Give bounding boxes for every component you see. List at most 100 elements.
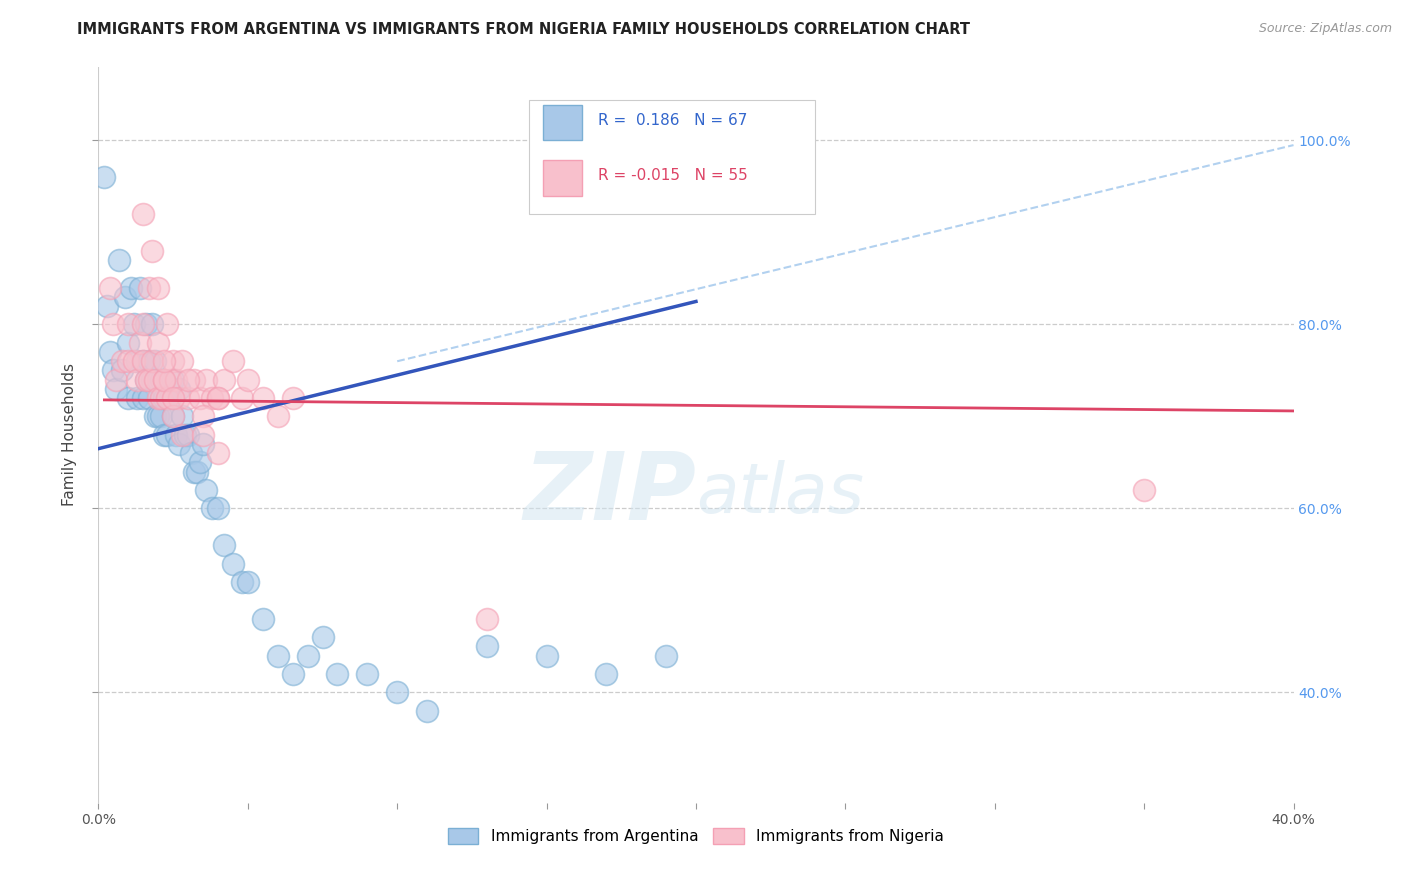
Point — [153, 427, 176, 442]
Point — [231, 574, 253, 589]
Point — [132, 318, 155, 332]
Point — [141, 318, 163, 332]
Point — [252, 612, 274, 626]
Y-axis label: Family Households: Family Households — [62, 363, 77, 507]
Point — [212, 373, 235, 387]
Point — [127, 354, 149, 368]
Point — [156, 427, 179, 442]
Point — [135, 373, 157, 387]
Point — [124, 354, 146, 368]
Point — [475, 640, 498, 654]
Text: ZIP: ZIP — [523, 448, 696, 540]
Point — [536, 648, 558, 663]
FancyBboxPatch shape — [529, 100, 815, 214]
Point — [117, 318, 139, 332]
Point — [108, 253, 131, 268]
Point — [326, 667, 349, 681]
Point — [117, 354, 139, 368]
Point — [117, 391, 139, 405]
Point — [162, 409, 184, 424]
Point — [117, 335, 139, 350]
Point — [150, 409, 173, 424]
Point — [132, 354, 155, 368]
Point — [103, 363, 125, 377]
Bar — [543, 105, 582, 140]
Point — [172, 409, 194, 424]
Point — [655, 648, 678, 663]
Point — [114, 290, 136, 304]
Point — [356, 667, 378, 681]
Point — [311, 630, 333, 644]
Point — [111, 363, 134, 377]
Point — [103, 318, 125, 332]
Bar — [543, 161, 582, 195]
Point — [236, 373, 259, 387]
Point — [267, 648, 290, 663]
Point — [132, 207, 155, 221]
Point — [153, 373, 176, 387]
Point — [148, 373, 170, 387]
Point — [148, 391, 170, 405]
Point — [93, 170, 115, 185]
Point — [156, 318, 179, 332]
Point — [183, 465, 205, 479]
Point — [159, 373, 181, 387]
Text: R = -0.015   N = 55: R = -0.015 N = 55 — [598, 168, 748, 183]
Point — [105, 373, 128, 387]
Point — [191, 437, 214, 451]
Point — [180, 446, 202, 460]
Point — [212, 538, 235, 552]
Point — [153, 354, 176, 368]
Point — [143, 354, 166, 368]
Point — [167, 391, 190, 405]
Point — [177, 391, 200, 405]
Point — [148, 335, 170, 350]
Point — [105, 382, 128, 396]
Point — [595, 667, 617, 681]
Point — [129, 335, 152, 350]
Point — [124, 318, 146, 332]
Point — [167, 437, 190, 451]
Point — [267, 409, 290, 424]
Point — [231, 391, 253, 405]
Point — [143, 373, 166, 387]
Point — [165, 373, 187, 387]
Point — [281, 391, 304, 405]
Point — [141, 373, 163, 387]
Point — [156, 391, 179, 405]
Point — [153, 391, 176, 405]
Point — [143, 409, 166, 424]
Point — [174, 427, 197, 442]
Point — [385, 685, 409, 699]
Point — [148, 281, 170, 295]
Point — [416, 704, 439, 718]
Point — [98, 281, 122, 295]
Legend: Immigrants from Argentina, Immigrants from Nigeria: Immigrants from Argentina, Immigrants fr… — [441, 822, 950, 850]
Point — [207, 391, 229, 405]
Point — [177, 373, 200, 387]
Point — [177, 427, 200, 442]
Point — [127, 391, 149, 405]
Point — [132, 354, 155, 368]
Point — [195, 373, 218, 387]
Point — [297, 648, 319, 663]
Point — [165, 427, 187, 442]
Point — [252, 391, 274, 405]
Point — [162, 354, 184, 368]
Point — [236, 574, 259, 589]
Text: IMMIGRANTS FROM ARGENTINA VS IMMIGRANTS FROM NIGERIA FAMILY HOUSEHOLDS CORRELATI: IMMIGRANTS FROM ARGENTINA VS IMMIGRANTS … — [77, 22, 970, 37]
Point — [207, 501, 229, 516]
Point — [156, 391, 179, 405]
Point — [135, 318, 157, 332]
Point — [141, 244, 163, 258]
Point — [201, 391, 224, 405]
Point — [222, 557, 245, 571]
Point — [172, 354, 194, 368]
Point — [111, 354, 134, 368]
Point — [172, 427, 194, 442]
Point — [135, 373, 157, 387]
Point — [188, 455, 211, 469]
Point — [150, 391, 173, 405]
Point — [138, 281, 160, 295]
Point — [132, 391, 155, 405]
